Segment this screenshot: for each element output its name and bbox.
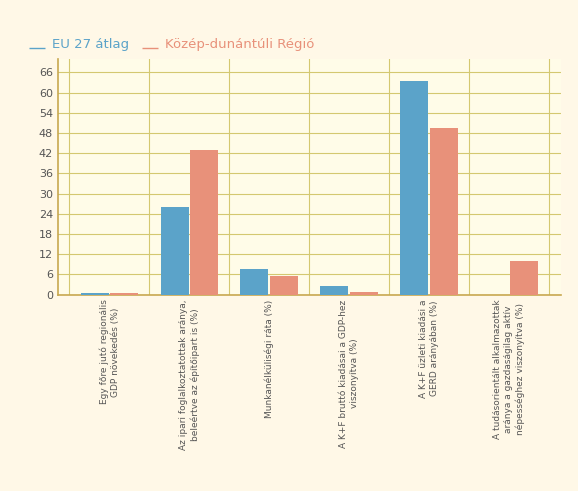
Bar	[350, 292, 378, 295]
Bar	[190, 150, 218, 295]
Bar	[270, 276, 298, 295]
Bar	[510, 261, 538, 295]
Bar	[240, 270, 268, 295]
Bar	[81, 293, 109, 295]
Legend: EU 27 átlag, Közép-dunántúli Régió: EU 27 átlag, Közép-dunántúli Régió	[24, 32, 319, 56]
Bar	[161, 207, 188, 295]
Bar	[401, 81, 428, 295]
Bar	[110, 293, 138, 295]
Bar	[430, 128, 458, 295]
Bar	[320, 286, 349, 295]
